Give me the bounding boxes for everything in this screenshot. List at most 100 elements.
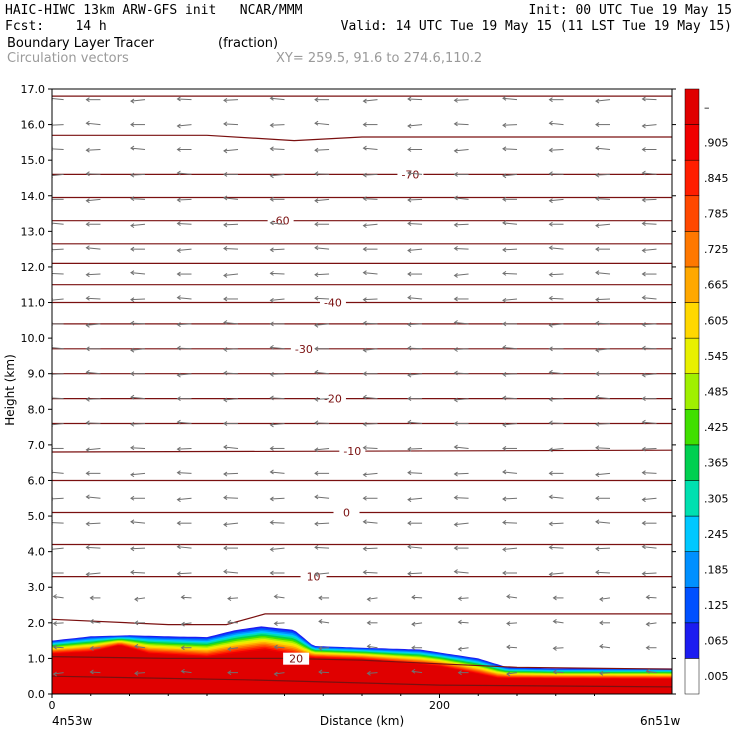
vector-arrowhead	[548, 447, 553, 453]
vector-arrowhead	[134, 643, 139, 649]
vector-arrowhead	[85, 245, 90, 251]
vector-arrowhead	[641, 170, 646, 176]
vector-arrowhead	[457, 619, 462, 625]
vector-arrowhead	[314, 221, 319, 227]
colorbar-swatch	[684, 266, 700, 303]
vector-arrowhead	[548, 97, 553, 103]
vector-arrowhead	[411, 594, 416, 600]
circulation-vector	[177, 223, 192, 225]
circulation-vector	[86, 122, 101, 126]
circulation-vector	[646, 622, 657, 625]
vector-arrowhead	[407, 197, 412, 203]
vector-arrowhead	[85, 396, 90, 402]
circulation-vector	[549, 398, 564, 400]
circulation-vector	[599, 645, 611, 649]
vector-arrowhead	[227, 670, 232, 676]
vector-arrowhead	[407, 419, 412, 425]
circulation-vector	[270, 97, 285, 101]
vector-arrowhead	[641, 197, 646, 203]
circulation-vector	[130, 272, 146, 275]
vector-arrowhead	[314, 322, 319, 328]
contour-label-bg	[319, 392, 346, 405]
vector-arrowhead	[227, 619, 232, 625]
circulation-vector	[506, 622, 518, 625]
circulation-vector	[223, 522, 239, 526]
vector-arrowhead	[85, 295, 90, 301]
circulation-vector	[177, 98, 192, 101]
circulation-vector	[134, 672, 146, 674]
circulation-vector	[177, 124, 192, 127]
vector-arrowhead	[314, 420, 319, 426]
vector-arrowhead	[453, 273, 458, 278]
circulation-vector	[595, 322, 611, 325]
colorbar-label: .605	[704, 314, 729, 327]
vector-arrowhead	[362, 270, 367, 276]
vector-arrowhead	[223, 522, 228, 527]
contour-label: -60	[272, 215, 290, 228]
vector-arrowhead	[269, 297, 274, 303]
vector-arrowhead	[130, 569, 135, 575]
vector-arrowhead	[85, 420, 90, 426]
vector-arrowhead	[407, 295, 412, 300]
vector-arrowhead	[89, 669, 94, 675]
vector-arrowhead	[130, 270, 135, 276]
vector-arrowhead	[548, 147, 553, 153]
circulation-vector	[223, 197, 239, 200]
circulation-vector	[454, 321, 469, 325]
colorbar-label: .725	[704, 243, 729, 256]
circulation-vector	[646, 596, 657, 599]
circulation-vector	[53, 622, 64, 625]
circulation-vector	[177, 546, 192, 549]
vector-arrowhead	[502, 173, 507, 179]
circulation-vector	[599, 597, 611, 600]
circulation-vector	[315, 572, 330, 575]
circulation-vector	[134, 597, 146, 600]
vector-arrowhead	[362, 98, 367, 104]
circulation-vector	[367, 597, 378, 600]
circulation-vector	[408, 198, 423, 201]
vector-arrowhead	[85, 221, 90, 227]
circulation-vector	[274, 622, 285, 625]
circulation-vector	[86, 198, 101, 202]
vector-arrowhead	[362, 569, 367, 575]
vector-arrowhead	[269, 196, 274, 202]
circulation-vector	[642, 172, 657, 175]
circulation-vector	[177, 198, 192, 201]
circulation-vector	[549, 173, 564, 175]
circulation-vector	[270, 497, 285, 500]
vector-arrowhead	[176, 147, 181, 152]
circulation-vector	[86, 398, 101, 400]
circulation-vector	[270, 346, 285, 350]
circulation-vector	[458, 597, 469, 600]
circulation-vector	[454, 522, 469, 526]
vector-arrowhead	[362, 196, 367, 202]
circulation-vector	[454, 123, 469, 126]
vector-arrowhead	[130, 495, 135, 501]
circulation-vector	[502, 471, 518, 474]
circulation-vector	[315, 398, 330, 400]
circulation-vector	[86, 297, 101, 300]
colorbar-swatch	[684, 337, 700, 374]
circulation-vector	[363, 348, 378, 351]
circulation-vector	[642, 572, 657, 575]
vector-arrowhead	[453, 545, 458, 551]
vector-arrowhead	[502, 122, 507, 128]
vector-arrowhead	[407, 123, 412, 129]
vector-arrowhead	[641, 571, 646, 577]
vector-arrowhead	[176, 419, 181, 425]
y-tick-label: 4.0	[28, 546, 46, 559]
vector-arrowhead	[362, 320, 367, 326]
vector-arrowhead	[453, 195, 458, 201]
vector-arrowhead	[599, 620, 604, 626]
vector-arrowhead	[223, 97, 228, 103]
colorbar-swatch	[684, 658, 700, 695]
circulation-vector	[130, 173, 146, 176]
vector-arrowhead	[314, 447, 319, 453]
vector-arrowhead	[641, 221, 646, 226]
temperature-contour	[52, 613, 672, 626]
vector-arrowhead	[180, 594, 185, 600]
circulation-vector	[52, 423, 64, 426]
vector-arrowhead	[176, 295, 181, 300]
circulation-vector	[315, 247, 330, 250]
circulation-vector	[408, 98, 423, 101]
